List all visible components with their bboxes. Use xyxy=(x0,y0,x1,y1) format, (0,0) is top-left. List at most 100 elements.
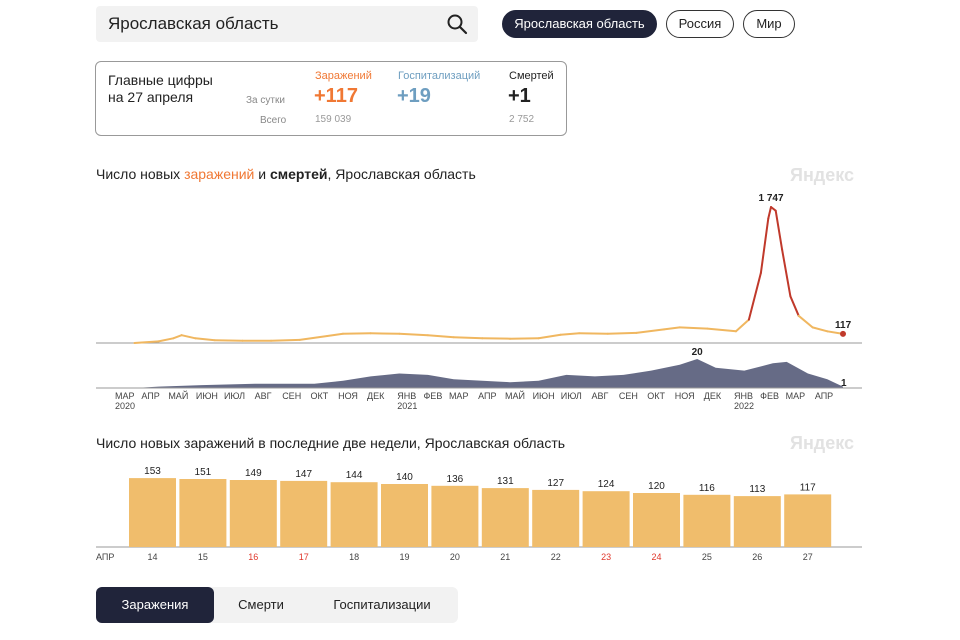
bar xyxy=(683,494,731,547)
yandex-logo: Яндекс xyxy=(790,433,855,453)
x-tick-label: АВГ xyxy=(591,391,608,401)
region-search-box[interactable]: Ярославская область xyxy=(96,6,478,42)
x-tick-label: СЕН xyxy=(282,391,301,401)
chart1-title-part: Число новых xyxy=(96,166,185,182)
bar-value-label: 116 xyxy=(699,483,715,494)
x-tick-label: АВГ xyxy=(255,391,272,401)
infections-last-point xyxy=(840,330,846,337)
x-day-label: 17 xyxy=(299,552,309,562)
tab-infections[interactable]: Заражения xyxy=(96,587,214,623)
x-tick-label: ФЕВ xyxy=(423,391,442,401)
x-day-label: 27 xyxy=(803,552,813,562)
x-day-label: 25 xyxy=(702,552,712,562)
x-tick-label: ИЮЛ xyxy=(224,391,245,401)
x-tick-label: МАР xyxy=(449,391,469,401)
infections-line-segment xyxy=(767,206,772,220)
x-tick-label: АПР xyxy=(478,391,496,401)
infections-label: Заражений xyxy=(315,70,372,82)
region-pill-russia[interactable]: Россия xyxy=(666,10,734,38)
infections-line-segment xyxy=(559,332,581,336)
x-tick-label: МАЙ xyxy=(505,390,525,401)
x-tick-year: 2022 xyxy=(734,401,754,411)
tab-deaths[interactable]: Смерти xyxy=(238,597,284,612)
bar xyxy=(330,482,378,547)
x-tick-label: НОЯ xyxy=(675,391,695,401)
x-day-label: 16 xyxy=(248,552,258,562)
infections-line-segment xyxy=(270,338,301,342)
x-tick-label: ФЕВ xyxy=(760,391,779,401)
x-tick-label: ЯНВ xyxy=(734,391,753,401)
infections-line-segment xyxy=(133,340,160,344)
x-tick-label: АПР xyxy=(141,391,159,401)
infections-peak-label: 1 747 xyxy=(758,193,783,204)
bar xyxy=(129,478,176,547)
x-day-label: 21 xyxy=(500,552,510,562)
infections-line-segment xyxy=(781,248,792,298)
bar xyxy=(784,494,832,547)
infections-line-segment xyxy=(774,209,784,251)
search-icon[interactable] xyxy=(446,13,468,35)
chart1-title-infections: заражений xyxy=(184,166,255,182)
x-tick-label: СЕН xyxy=(619,391,638,401)
metric-tabs: Заражения Смерти Госпитализации xyxy=(96,587,458,623)
infections-line-segment xyxy=(747,271,762,321)
hospitalizations-label: Госпитализаций xyxy=(398,70,481,82)
bar-value-label: 136 xyxy=(447,474,464,485)
x-tick-label: ИЮЛ xyxy=(561,391,582,401)
infections-line-segment xyxy=(678,326,709,330)
tab-hospitalizations[interactable]: Госпитализации xyxy=(333,597,431,612)
infections-line-segment xyxy=(326,332,344,337)
infections-line-segment xyxy=(811,326,829,333)
infections-line-segment xyxy=(194,337,216,342)
x-day-label: 19 xyxy=(399,552,409,562)
bar xyxy=(179,479,227,547)
bar xyxy=(633,493,680,547)
infections-line-segment xyxy=(157,337,175,343)
infections-line-segment xyxy=(759,217,770,274)
infections-line-segment xyxy=(606,331,638,335)
x-tick-year: 2020 xyxy=(115,401,135,411)
chart1-title: Число новых заражений и смертей, Ярослав… xyxy=(96,166,476,182)
bar-value-label: 153 xyxy=(144,466,161,477)
region-pill-yaroslavl[interactable]: Ярославская область xyxy=(502,10,657,38)
deaths-peak-label: 20 xyxy=(692,347,704,358)
chart1-title-part: , Ярославская область xyxy=(327,166,476,182)
infections-line-segment xyxy=(663,326,681,331)
bar-value-label: 147 xyxy=(295,469,312,480)
bar-value-label: 127 xyxy=(547,478,564,489)
chart1-title-part: и xyxy=(254,166,270,182)
x-day-label: 14 xyxy=(147,552,157,562)
infections-line-segment xyxy=(426,334,455,339)
bar-value-label: 144 xyxy=(346,470,363,481)
x-tick-label: ДЕК xyxy=(704,391,722,401)
x-day-label: 22 xyxy=(551,552,561,562)
bar-value-label: 124 xyxy=(598,479,615,490)
bar xyxy=(532,489,580,547)
row-label-total: Всего xyxy=(260,115,287,126)
key-figures-card: Главные цифры на 27 апреля За сутки Всег… xyxy=(95,61,567,136)
infections-line-segment xyxy=(537,333,562,340)
bar xyxy=(431,485,479,547)
infections-line-segment xyxy=(398,332,429,337)
infections-line-segment xyxy=(789,295,800,317)
infections-line-segment xyxy=(298,335,329,341)
row-label-daily: За сутки xyxy=(246,95,285,106)
x-tick-year: 2021 xyxy=(397,401,417,411)
key-figures-date: на 27 апреля xyxy=(108,89,194,105)
bar-value-label: 149 xyxy=(245,468,262,479)
infections-line-segment xyxy=(635,328,665,334)
deaths-label: Смертей xyxy=(509,70,554,82)
key-figures-title-line1: Главные цифры xyxy=(108,72,213,88)
search-value[interactable]: Ярославская область xyxy=(108,14,279,33)
bar xyxy=(733,496,781,547)
x-day-label: 20 xyxy=(450,552,460,562)
x-tick-label: ДЕК xyxy=(367,391,385,401)
bar-value-label: 151 xyxy=(195,467,212,478)
infections-daily: +117 xyxy=(314,85,358,107)
region-pill-world[interactable]: Мир xyxy=(743,10,795,38)
x-tick-label: ОКТ xyxy=(647,391,665,401)
deaths-daily: +1 xyxy=(508,85,531,107)
infections-line-segment xyxy=(180,334,197,340)
x-tick-label: МАР xyxy=(786,391,806,401)
infections-line-segment xyxy=(172,334,183,340)
